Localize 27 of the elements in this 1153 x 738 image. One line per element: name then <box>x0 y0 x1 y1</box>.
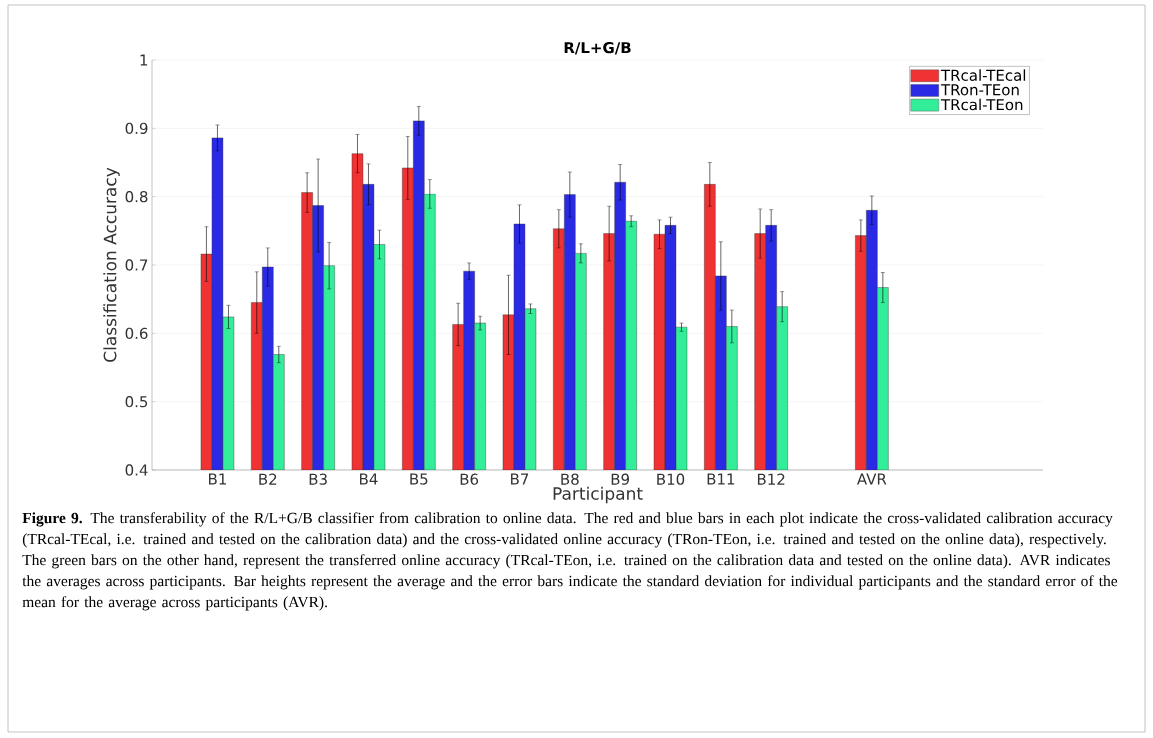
y-tick-label: 0.6 <box>125 327 148 339</box>
x-tick-label: B7 <box>511 473 529 485</box>
x-tick-label: B8 <box>561 473 579 485</box>
x-tick-label: B12 <box>757 473 785 485</box>
legend-label: TRcal-TEon <box>940 98 1023 111</box>
x-tick-label: B6 <box>460 473 479 485</box>
x-tick-label: B4 <box>360 473 378 485</box>
x-tick-label: B1 <box>209 473 226 485</box>
y-tick-label: 0.5 <box>125 395 148 408</box>
x-tick-label: B2 <box>259 473 277 485</box>
text: Figure 9. The transferability of the R/L+G/B classifier from calibration to online data. The red and blue bars in each plot indicate the cross-validated calibration accuracy (TRcal-TEcal, i.e. trained and tested on the calibration data) and the cross-validated online accuracy (TRon-TEon, i.e. trained and tested on the online data), respectively. The green bars on the other hand, represent the transferred online accuracy (TRcal-TEon, i.e. trained on the calibration data and tested on the online data). AVR indicates the averages across participants. Bar heights represent the average and the error bars indicate the standard deviation for individual participants and the standard error of the mean for the average across participants (AVR). <box>22 512 1118 611</box>
y-tick-label: 1 <box>140 54 148 66</box>
x-tick-label: B5 <box>410 473 428 485</box>
legend-label: TRcal-TEcal <box>940 69 1026 81</box>
x-tick-label: B3 <box>309 473 327 485</box>
x-axis-title: Participant <box>553 486 643 504</box>
x-tick-label: B10 <box>657 473 685 485</box>
legend-label: TRon-TEon <box>940 84 1019 96</box>
chart-title: R/L+G/B <box>564 41 631 55</box>
y-tick-label: 0.9 <box>125 122 148 135</box>
y-tick-label: 0.8 <box>125 190 148 203</box>
y-axis-title: Classification Accuracy <box>103 167 120 362</box>
y-tick-label: 0.4 <box>125 464 148 476</box>
x-tick-label: AVR <box>856 473 887 485</box>
x-tick-label: B11 <box>707 473 735 485</box>
x-tick-label: B9 <box>611 473 630 485</box>
y-tick-label: 0.7 <box>125 259 148 271</box>
